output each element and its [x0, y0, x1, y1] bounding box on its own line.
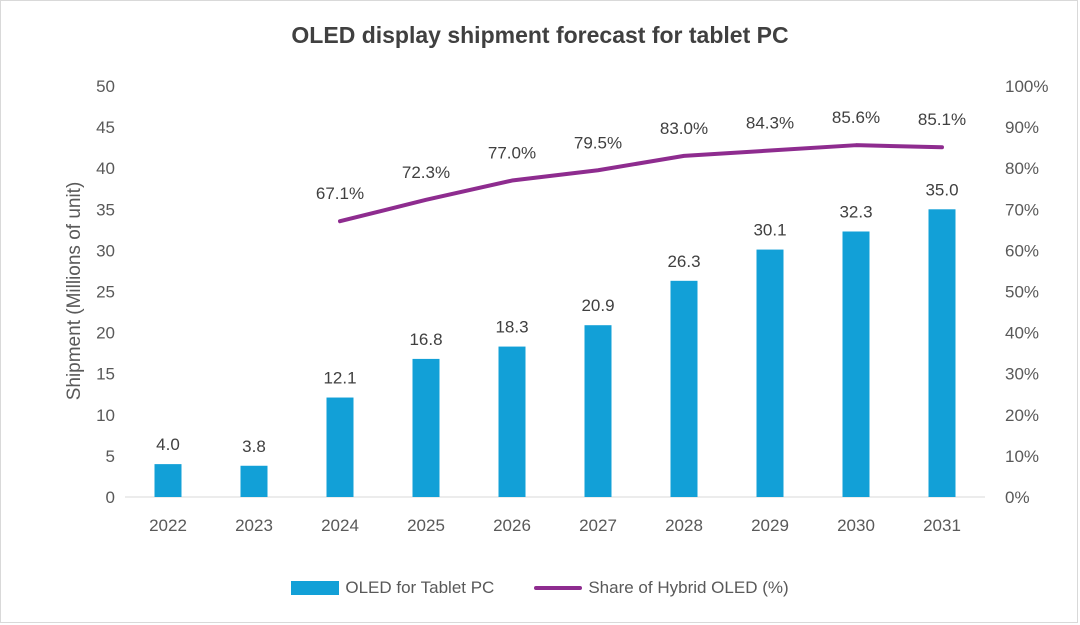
- y2-tick-label: 30%: [1005, 365, 1039, 384]
- x-tick-label: 2028: [665, 516, 703, 535]
- legend-swatch-bars: [291, 581, 340, 595]
- y-tick-label: 25: [96, 283, 115, 302]
- x-tick-label: 2027: [579, 516, 617, 535]
- y2-tick-label: 100%: [1005, 77, 1048, 96]
- legend-label-line: Share of Hybrid OLED (%): [588, 578, 789, 597]
- bar: [326, 397, 354, 497]
- y-tick-label: 10: [96, 406, 115, 425]
- y-tick-label: 35: [96, 200, 115, 219]
- y-tick-label: 15: [96, 365, 115, 384]
- y2-tick-label: 50%: [1005, 283, 1039, 302]
- y2-tick-label: 80%: [1005, 159, 1039, 178]
- line-data-label: 67.1%: [316, 184, 364, 203]
- bar-data-label: 4.0: [156, 435, 180, 454]
- chart-legend: OLED for Tablet PC Share of Hybrid OLED …: [0, 578, 1080, 598]
- bar-data-label: 16.8: [409, 330, 442, 349]
- bar-data-label: 26.3: [667, 252, 700, 271]
- y2-tick-label: 70%: [1005, 200, 1039, 219]
- y-tick-label: 20: [96, 324, 115, 343]
- y-tick-label: 30: [96, 241, 115, 260]
- line-data-label: 85.6%: [832, 108, 880, 127]
- legend-item-bars: OLED for Tablet PC: [291, 578, 494, 598]
- x-tick-label: 2023: [235, 516, 273, 535]
- y2-tick-label: 0%: [1005, 488, 1030, 507]
- chart-title: OLED display shipment forecast for table…: [291, 22, 789, 48]
- x-tick-label: 2026: [493, 516, 531, 535]
- x-tick-label: 2022: [149, 516, 187, 535]
- line-data-label: 84.3%: [746, 114, 794, 133]
- line-data-label: 79.5%: [574, 133, 622, 152]
- bar-data-label: 32.3: [839, 202, 872, 221]
- bar: [842, 231, 870, 497]
- y2-tick-label: 20%: [1005, 406, 1039, 425]
- y-tick-label: 0: [106, 488, 115, 507]
- bar: [240, 465, 268, 497]
- bar-data-label: 3.8: [242, 437, 266, 456]
- bar-data-label: 20.9: [581, 296, 614, 315]
- bar: [498, 346, 526, 497]
- series-line: [338, 143, 944, 224]
- x-tick-label: 2024: [321, 516, 359, 535]
- x-tick-label: 2030: [837, 516, 875, 535]
- bar-data-label: 12.1: [323, 369, 356, 388]
- legend-item-line: Share of Hybrid OLED (%): [534, 578, 789, 598]
- y2-tick-label: 90%: [1005, 118, 1039, 137]
- bar-data-label: 18.3: [495, 318, 528, 337]
- line-data-label: 72.3%: [402, 163, 450, 182]
- bar-data-label: 30.1: [753, 221, 786, 240]
- line-data-label: 77.0%: [488, 144, 536, 163]
- y-axis-title: Shipment (Millions of unit): [64, 182, 85, 401]
- y-tick-label: 45: [96, 118, 115, 137]
- legend-label-bars: OLED for Tablet PC: [345, 578, 495, 597]
- line-data-label: 83.0%: [660, 119, 708, 138]
- bar: [756, 249, 784, 497]
- legend-swatch-line: [534, 586, 583, 590]
- x-tick-label: 2031: [923, 516, 961, 535]
- x-tick-label: 2029: [751, 516, 789, 535]
- line-data-label: 85.1%: [918, 110, 966, 129]
- y2-tick-label: 10%: [1005, 447, 1039, 466]
- y-tick-label: 40: [96, 159, 115, 178]
- y-tick-label: 5: [106, 447, 115, 466]
- bar: [584, 325, 612, 497]
- bar: [670, 280, 698, 497]
- x-tick-label: 2025: [407, 516, 445, 535]
- bar: [154, 464, 182, 497]
- y2-tick-label: 60%: [1005, 241, 1039, 260]
- bar-data-label: 35.0: [925, 180, 958, 199]
- bar: [928, 209, 956, 498]
- y-tick-label: 50: [96, 77, 115, 96]
- bar: [412, 358, 440, 497]
- y2-tick-label: 40%: [1005, 324, 1039, 343]
